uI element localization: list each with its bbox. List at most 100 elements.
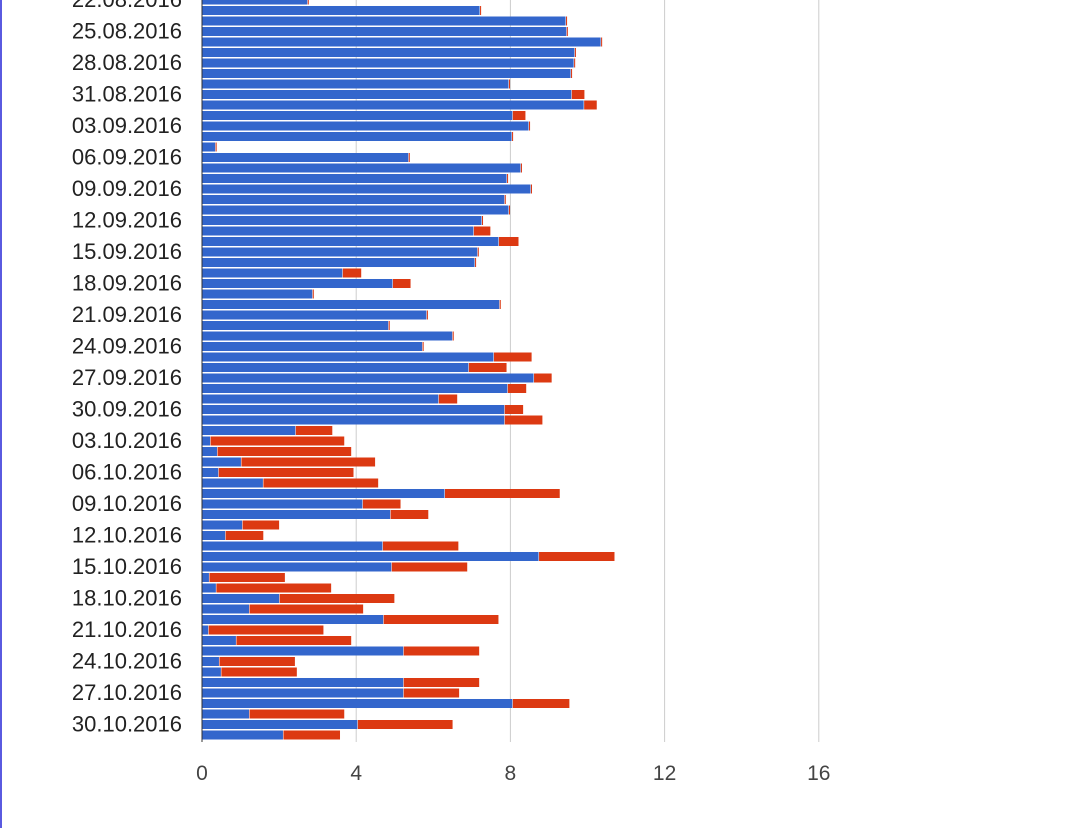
- bar-series-1: [202, 132, 512, 141]
- bar-series-1: [202, 636, 236, 645]
- bar-series-2: [452, 331, 454, 341]
- y-category-label: 21.10.2016: [72, 617, 182, 642]
- y-category-label: 03.10.2016: [72, 428, 182, 453]
- bar-series-2: [279, 594, 395, 603]
- bar-series-2: [512, 699, 570, 708]
- bar-series-2: [295, 426, 333, 435]
- bar-series-2: [392, 279, 411, 288]
- bar-series-1: [202, 111, 513, 120]
- bar-series-1: [202, 100, 584, 110]
- bar-series-1: [202, 247, 478, 257]
- bar-series-2: [499, 300, 501, 309]
- y-category-label: 21.09.2016: [72, 302, 182, 327]
- bar-series-1: [202, 709, 250, 719]
- bar-series-1: [202, 48, 575, 57]
- bar-series-1: [202, 657, 219, 666]
- bar-series-1: [202, 415, 505, 425]
- x-tick-label: 0: [196, 762, 208, 785]
- bar-series-1: [202, 510, 391, 519]
- y-category-label: 30.09.2016: [72, 396, 182, 421]
- bar-series-2: [493, 352, 532, 362]
- bar-series-2: [512, 111, 526, 120]
- bar-series-2: [444, 489, 560, 498]
- bar-series-2: [534, 373, 552, 383]
- bar-series-1: [202, 279, 393, 288]
- bar-series-2: [209, 573, 285, 582]
- bar-series-2: [217, 447, 352, 456]
- bar-series-1: [202, 153, 409, 162]
- bar-series-2: [529, 121, 531, 131]
- bar-series-2: [210, 436, 345, 446]
- bar-series-2: [249, 709, 345, 719]
- bar-series-1: [202, 16, 566, 26]
- bar-series-2: [221, 667, 297, 677]
- bar-series-1: [202, 436, 211, 446]
- bar-series-1: [202, 27, 567, 36]
- bar-series-2: [468, 363, 507, 372]
- bar-series-2: [390, 510, 429, 519]
- bar-series-1: [202, 688, 404, 698]
- bar-series-2: [504, 405, 524, 414]
- bar-series-1: [202, 720, 358, 729]
- bar-series-1: [202, 352, 494, 362]
- y-category-label: 30.10.2016: [72, 711, 182, 736]
- bar-series-1: [202, 321, 389, 330]
- bar-series-2: [388, 321, 390, 330]
- bar-series-2: [219, 657, 295, 666]
- bar-series-1: [202, 37, 601, 47]
- bar-series-1: [202, 300, 500, 309]
- bar-series-2: [584, 100, 597, 110]
- bar-series-2: [208, 625, 324, 635]
- bar-series-1: [202, 258, 475, 267]
- bar-series-2: [539, 552, 615, 561]
- bar-series-2: [312, 289, 314, 299]
- bar-series-1: [202, 457, 241, 467]
- bar-series-1: [202, 163, 521, 173]
- bar-series-1: [202, 0, 308, 5]
- bar-series-2: [508, 205, 511, 215]
- bar-series-2: [504, 195, 506, 204]
- bar-series-2: [566, 16, 568, 26]
- bar-series-1: [202, 184, 531, 194]
- bar-series-1: [202, 373, 534, 383]
- bar-series-1: [202, 678, 404, 687]
- y-category-label: 22.08.2016: [72, 0, 182, 12]
- y-category-label: 12.09.2016: [72, 207, 182, 232]
- bar-series-1: [202, 6, 480, 15]
- x-tick-label: 16: [807, 762, 830, 785]
- bar-series-2: [498, 237, 519, 246]
- bar-series-2: [216, 583, 332, 593]
- bar-series-1: [202, 142, 216, 152]
- y-category-label: 31.08.2016: [72, 81, 182, 106]
- y-category-label: 09.10.2016: [72, 491, 182, 516]
- bar-series-1: [202, 552, 539, 561]
- bar-series-1: [202, 468, 219, 477]
- bar-series-2: [475, 258, 477, 267]
- bar-series-1: [202, 205, 509, 215]
- bar-series-2: [263, 478, 379, 488]
- bar-series-1: [202, 90, 572, 99]
- bar-series-1: [202, 289, 313, 299]
- y-category-label: 06.10.2016: [72, 459, 182, 484]
- bar-series-2: [307, 0, 309, 5]
- bar-series-2: [241, 457, 376, 467]
- bar-series-2: [571, 69, 573, 78]
- bar-series-1: [202, 394, 439, 404]
- bar-series-2: [362, 499, 401, 509]
- bar-series-1: [202, 174, 507, 183]
- bar-series-2: [283, 730, 341, 740]
- y-category-label: 28.08.2016: [72, 50, 182, 75]
- bar-series-1: [202, 667, 221, 677]
- bar-series-1: [202, 342, 423, 351]
- bar-series-1: [202, 331, 453, 341]
- bar-series-1: [202, 363, 469, 372]
- bar-series-2: [357, 720, 453, 729]
- y-category-label: 25.08.2016: [72, 18, 182, 43]
- x-tick-label: 12: [653, 762, 676, 785]
- bar-series-2: [473, 226, 491, 236]
- bar-series-2: [477, 247, 479, 257]
- bar-series-1: [202, 478, 263, 488]
- bar-series-2: [481, 216, 484, 225]
- bar-series-1: [202, 69, 571, 78]
